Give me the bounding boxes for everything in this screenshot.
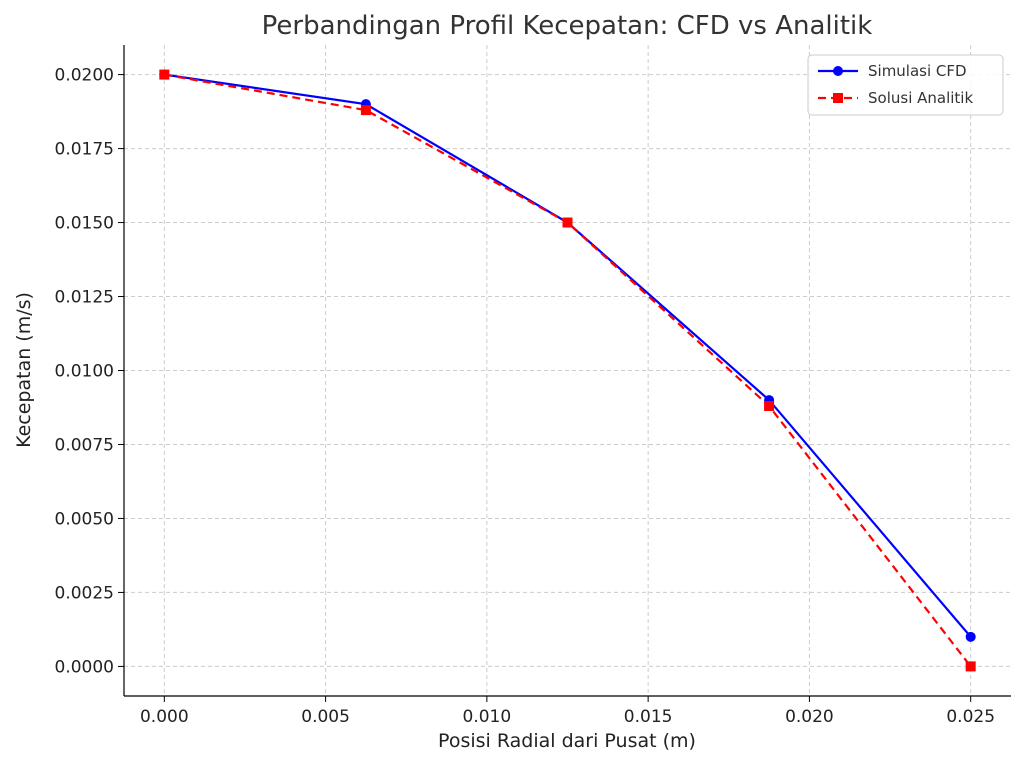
y-tick-label: 0.0125 — [55, 288, 114, 308]
y-tick-label: 0.0100 — [55, 362, 114, 382]
x-tick-label: 0.025 — [946, 707, 995, 727]
legend-label-0: Simulasi CFD — [868, 62, 967, 80]
x-tick-label: 0.000 — [140, 707, 189, 727]
x-axis-label: Posisi Radial dari Pusat (m) — [438, 730, 696, 752]
y-tick-label: 0.0175 — [55, 140, 114, 160]
legend-marker-circle — [833, 66, 843, 76]
x-tick-label: 0.015 — [624, 707, 673, 727]
y-tick-label: 0.0050 — [55, 509, 114, 529]
cfd-data-point — [965, 631, 976, 642]
analytic-data-point — [360, 105, 371, 116]
ticks: 0.000 0.005 0.010 0.015 0.020 0.025 0.0000 0.00… — [55, 66, 996, 727]
x-tick-label: 0.020 — [785, 707, 834, 727]
legend-marker-square — [833, 93, 843, 103]
analytic-data-point — [965, 661, 976, 672]
y-tick-label: 0.0200 — [55, 66, 114, 86]
y-axis-label: Kecepatan (m/s) — [13, 292, 35, 448]
x-tick-label: 0.010 — [463, 707, 512, 727]
analytic-data-point — [562, 217, 573, 228]
legend: Simulasi CFD Solusi Analitik — [807, 54, 1004, 116]
analytic-data-point — [159, 69, 170, 80]
x-tick-label: 0.005 — [301, 707, 350, 727]
grid — [124, 45, 1011, 696]
y-tick-label: 0.0150 — [55, 214, 114, 234]
y-tick-label: 0.0075 — [55, 435, 114, 455]
chart-title: Perbandingan Profil Kecepatan: CFD vs An… — [262, 11, 873, 41]
series-layer — [159, 69, 976, 672]
y-tick-label: 0.0000 — [55, 657, 114, 677]
y-tick-label: 0.0025 — [55, 583, 114, 603]
series-line-0 — [164, 73, 972, 638]
analytic-data-point — [764, 401, 775, 412]
legend-label-1: Solusi Analitik — [868, 89, 973, 107]
